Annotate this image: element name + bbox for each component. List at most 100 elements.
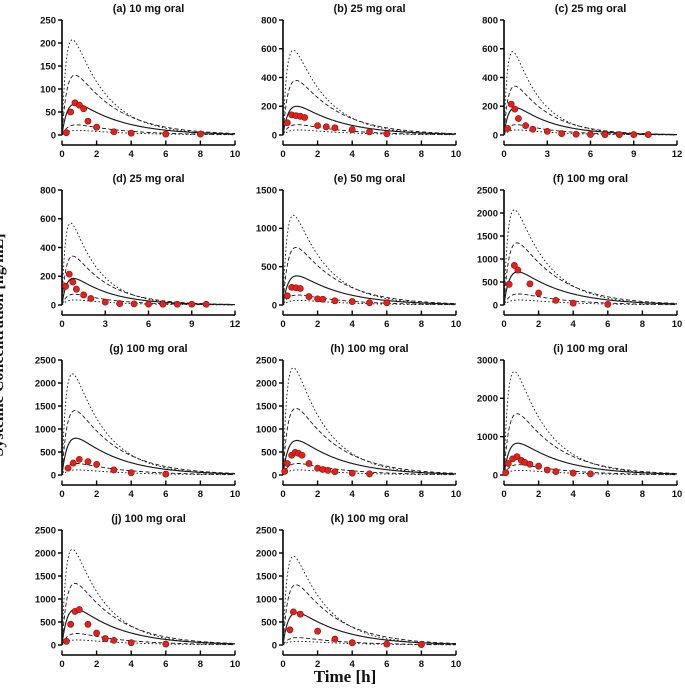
observed-point: [305, 460, 313, 467]
x-tick-label: 10: [672, 319, 683, 330]
y-tick-label: 600: [482, 44, 498, 55]
observed-point: [322, 123, 330, 131]
observed-point: [283, 119, 291, 127]
observed-point: [314, 627, 321, 635]
observed-point: [331, 124, 339, 132]
curve-upper-dashed: [503, 413, 678, 476]
subplot-d: (d) 25 mg oral 0 200 400 600 800 0 3 6 9 12: [22, 170, 243, 340]
observed-point: [196, 130, 204, 138]
curve-median-solid: [282, 275, 456, 306]
observed-point: [535, 289, 542, 297]
y-axis: 0 500 1000 1500 2000 2500: [256, 525, 284, 651]
observed-point: [526, 460, 534, 468]
y-tick-label: 0: [51, 470, 56, 481]
observed-point: [324, 467, 332, 474]
curve-lower-dotted: [61, 129, 235, 136]
subplot-k: (k) 100 mg oral 0 500 1000 1500 2000 2500 0 2 4 6 8…: [243, 510, 464, 680]
y-tick-label: 2500: [35, 355, 56, 366]
observed-point: [348, 639, 356, 647]
observed-point: [511, 105, 519, 113]
x-tick-label: 8: [640, 489, 645, 500]
x-tick-label: 0: [59, 319, 64, 330]
observed-point: [615, 131, 623, 138]
x-axis: 0 2 4 6 8 10: [280, 650, 461, 670]
curve-upper-dotted: [61, 548, 235, 646]
observed-point: [319, 295, 327, 303]
observed-point: [69, 459, 77, 467]
subplot-title-k: (k) 100 mg oral: [330, 513, 409, 525]
x-tick-label: 6: [384, 149, 389, 160]
x-tick-label: 6: [588, 149, 593, 160]
y-tick-label: 2000: [35, 548, 56, 559]
observed-point: [298, 451, 306, 459]
observed-point: [502, 469, 510, 477]
y-axis: 0 1000 2000 3000: [477, 355, 505, 481]
y-tick-label: 400: [40, 243, 56, 254]
y-axis: 0 200 400 600 800: [40, 185, 63, 311]
observed-point: [314, 122, 321, 130]
x-tick-label: 10: [672, 489, 683, 500]
observed-point: [383, 299, 391, 307]
subplot-i: (i) 100 mg oral 0 1000 2000 3000 0 2 4 6 8 10: [464, 340, 685, 510]
y-tick-label: 1000: [256, 424, 277, 435]
observed-point: [301, 114, 309, 121]
curve-median-solid: [61, 437, 235, 476]
x-tick-label: 2: [94, 149, 99, 160]
observed-point: [84, 458, 92, 466]
observed-points: [64, 455, 170, 478]
observed-point: [69, 278, 77, 286]
observed-point: [127, 469, 135, 477]
y-tick-label: 400: [261, 73, 277, 84]
x-axis: 0 2 4 6 8 10: [59, 140, 240, 160]
panel-grid: (a) 10 mg oral 0 50 100 150 200 250 0 2 4 6 8 10 (b) …: [22, 0, 685, 680]
curve-upper-dashed: [282, 79, 456, 136]
observed-point: [366, 299, 373, 307]
x-tick-label: 0: [501, 319, 506, 330]
x-tick-label: 6: [163, 659, 168, 670]
observed-point: [62, 282, 70, 290]
x-tick-label: 10: [230, 489, 241, 500]
observed-point: [552, 297, 560, 304]
curve-lower-dashed: [61, 463, 235, 476]
observed-points: [504, 100, 652, 138]
x-tick-label: 2: [315, 489, 320, 500]
curve-upper-dashed: [503, 242, 677, 306]
observed-point: [145, 300, 152, 308]
observed-point: [513, 453, 521, 460]
observed-point: [162, 470, 170, 478]
observed-point: [569, 299, 577, 307]
x-tick-label: 8: [198, 489, 203, 500]
x-tick-label: 0: [59, 659, 64, 670]
observed-point: [366, 128, 373, 136]
curve-upper-dashed: [61, 410, 236, 476]
subplot-b: (b) 25 mg oral 0 200 400 600 800 0 2 4 6 8 10: [243, 0, 464, 170]
x-tick-label: 12: [230, 319, 241, 330]
observed-point: [383, 130, 391, 138]
y-tick-label: 0: [272, 640, 277, 651]
y-tick-label: 0: [51, 130, 56, 141]
y-tick-label: 0: [493, 300, 498, 311]
x-axis: 0 2 4 6 8 10: [59, 480, 241, 500]
x-tick-label: 2: [536, 319, 541, 330]
x-tick-label: 6: [605, 319, 610, 330]
x-tick-label: 8: [419, 149, 424, 160]
observed-point: [127, 129, 135, 137]
x-tick-label: 0: [280, 659, 285, 670]
y-tick-label: 0: [51, 640, 56, 651]
curve-upper-dashed: [61, 582, 235, 646]
x-tick-label: 6: [384, 489, 389, 500]
observed-points: [283, 283, 391, 307]
observed-point: [305, 293, 313, 300]
y-tick-label: 500: [40, 447, 56, 458]
subplot-e: (e) 50 mg oral 0 500 1000 1500 0 2 4 6 8 10: [243, 170, 464, 340]
observed-point: [110, 466, 118, 474]
curve-upper-dotted: [503, 209, 677, 306]
x-tick-label: 4: [350, 149, 356, 160]
subplot-title-j: (j) 100 mg oral: [111, 513, 186, 525]
observed-point: [67, 108, 75, 116]
y-tick-label: 500: [261, 262, 277, 273]
y-tick-label: 1000: [35, 424, 56, 435]
subplot-g: (g) 100 mg oral 0 500 1000 1500 2000 2500 0 2 4 6 8…: [22, 340, 243, 510]
curve-median-solid: [503, 271, 677, 306]
y-tick-label: 1000: [256, 594, 277, 605]
